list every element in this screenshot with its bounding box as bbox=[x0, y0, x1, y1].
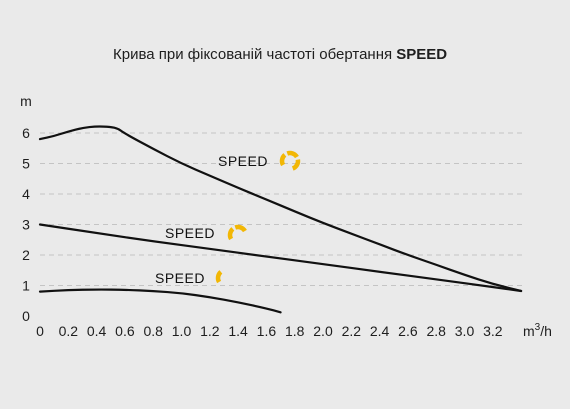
speed-label: SPEED bbox=[165, 225, 215, 241]
y-tick-label: 6 bbox=[22, 125, 30, 141]
y-tick-label: 1 bbox=[22, 278, 30, 294]
curve-speed-high bbox=[38, 125, 523, 293]
chart-title: Крива при фіксованій частоті обертання S… bbox=[113, 46, 448, 63]
x-tick-label: 1.6 bbox=[257, 323, 277, 339]
speed-medium-icon bbox=[227, 224, 247, 241]
y-tick-label: 2 bbox=[22, 247, 30, 263]
y-axis-label: m bbox=[20, 93, 32, 109]
y-tick-label: 3 bbox=[22, 217, 30, 233]
curve-speed-low bbox=[38, 288, 282, 314]
x-tick-label: 0.8 bbox=[143, 323, 163, 339]
speed-icon-segment bbox=[279, 153, 287, 167]
speed-label: SPEED bbox=[155, 270, 205, 286]
x-tick-label: 1.8 bbox=[285, 323, 305, 339]
x-tick-label: 2.8 bbox=[426, 323, 446, 339]
x-tick-label: 0.6 bbox=[115, 323, 135, 339]
curve-speed-medium bbox=[38, 223, 523, 293]
speed-icon-segment bbox=[234, 224, 247, 233]
x-tick-label: 2.4 bbox=[370, 323, 390, 339]
x-tick-label: 2.6 bbox=[398, 323, 418, 339]
x-tick-label: 0.4 bbox=[87, 323, 107, 339]
x-tick-label: 1.4 bbox=[228, 323, 248, 339]
x-tick-label: 0.2 bbox=[59, 323, 79, 339]
x-axis-label: m3/h bbox=[523, 322, 552, 339]
y-tick-label: 4 bbox=[22, 186, 30, 202]
speed-low-icon bbox=[215, 270, 223, 284]
speed-high-icon bbox=[279, 150, 301, 171]
x-tick-label: 3.0 bbox=[455, 323, 475, 339]
speed-icon-segment bbox=[215, 270, 223, 284]
y-tick-label: 0 bbox=[22, 308, 30, 324]
x-tick-label: 0 bbox=[36, 323, 44, 339]
speed-icon-segment bbox=[291, 159, 301, 171]
speed-icon-segment bbox=[286, 150, 299, 159]
x-tick-label: 1.2 bbox=[200, 323, 220, 339]
x-tick-label: 3.2 bbox=[483, 323, 503, 339]
x-tick-label: 1.0 bbox=[172, 323, 192, 339]
speed-icon-segment bbox=[227, 227, 235, 241]
x-tick-label: 2.2 bbox=[342, 323, 362, 339]
y-tick-label: 5 bbox=[22, 156, 30, 172]
speed-label: SPEED bbox=[218, 153, 268, 169]
x-tick-label: 2.0 bbox=[313, 323, 333, 339]
